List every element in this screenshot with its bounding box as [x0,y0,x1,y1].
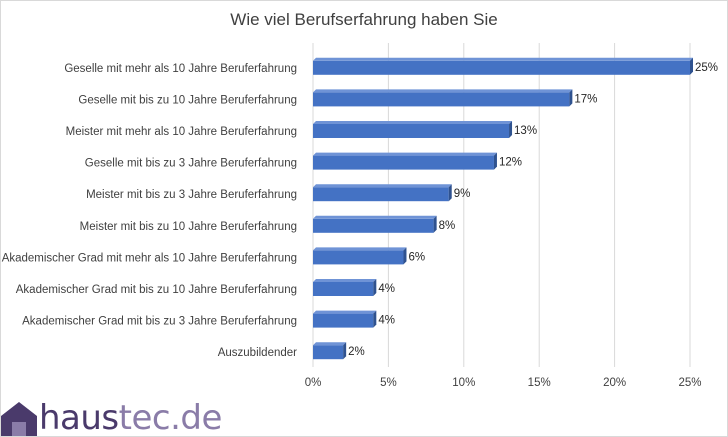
value-label: 12% [499,157,522,169]
category-label: Meister mit mehr als 10 Jahre Beruferfah… [66,126,297,138]
bar-front [313,187,449,202]
bar-top [313,279,377,282]
bar [313,89,573,107]
value-label: 9% [454,188,471,200]
bar-side [569,89,573,107]
value-label: 25% [695,62,718,74]
bar-top [313,310,377,314]
bar-top [313,184,452,188]
category-label: Geselle mit bis zu 10 Jahre Beruferfahru… [78,94,297,106]
bar [313,121,513,138]
category-label: Auszubildender [218,347,297,359]
bar-front [313,282,374,296]
bar-top [313,121,513,124]
bar [313,152,497,170]
bar [313,247,407,265]
bar-front [313,218,434,233]
brand-name: haustec.de [39,398,223,437]
category-label: Akademischer Grad mit bis zu 3 Jahre Ber… [22,316,297,328]
bar-front [313,250,404,265]
bar-side [373,310,377,328]
bar-side [343,342,347,360]
bar-side [509,121,513,138]
bar-top [313,152,497,156]
bar-top [313,57,693,61]
brand-name-part2: tec.de [118,398,223,437]
category-label: Akademischer Grad mit mehr als 10 Jahre … [2,252,297,264]
bar-side [448,184,452,202]
bar-front [313,60,690,75]
value-label: 4% [378,315,395,327]
bar-front [313,124,510,138]
bar-front [313,313,374,328]
house-icon [1,402,37,436]
bar-front [313,155,494,170]
bar-front [313,92,570,107]
value-label: 8% [439,220,456,232]
bar-side [373,279,377,296]
value-label: 13% [514,125,537,137]
category-labels: Geselle mit mehr als 10 Jahre Beruferfah… [2,63,297,359]
haustec-logo: haustec.de [1,395,223,437]
bar [313,215,437,233]
x-tick-label: 15% [528,377,551,389]
bar-front [313,345,344,360]
bar-top [313,247,407,251]
value-label: 17% [574,93,597,105]
category-label: Meister mit bis zu 3 Jahre Beruferfahrun… [86,189,297,201]
bar [313,310,377,328]
bar-top [313,342,347,346]
chart-title: Wie viel Berufserfahrung haben Sie [230,10,497,29]
x-axis-ticks: 0% 5% 10% 15% 20% 25% [305,377,702,389]
bar-side [403,247,407,265]
value-label: 2% [348,346,365,358]
x-tick-label: 10% [452,377,475,389]
x-tick-label: 25% [678,377,701,389]
value-labels: 25% 17% 13% 12% 9% 8% 6% 4% 4% 2% [348,62,718,358]
x-tick-label: 20% [603,377,626,389]
bar [313,342,347,360]
bar [313,279,377,296]
bar-side [493,152,497,170]
bar-top [313,215,437,219]
bar [313,184,452,202]
brand-name-part1: haus [39,398,119,437]
category-label: Meister mit bis zu 10 Jahre Beruferfahru… [80,221,297,233]
bar-top [313,89,573,93]
category-label: Geselle mit mehr als 10 Jahre Beruferfah… [64,63,297,75]
category-label: Akademischer Grad mit bis zu 10 Jahre Be… [16,284,297,296]
bar [313,57,693,75]
bar-side [690,57,693,75]
x-tick-label: 0% [305,377,322,389]
value-label: 6% [408,251,425,263]
bars [313,57,693,360]
x-tick-label: 5% [380,377,397,389]
value-label: 4% [378,283,395,295]
bar-side [433,215,437,233]
category-label: Geselle mit bis zu 3 Jahre Beruferfahrun… [85,158,297,170]
